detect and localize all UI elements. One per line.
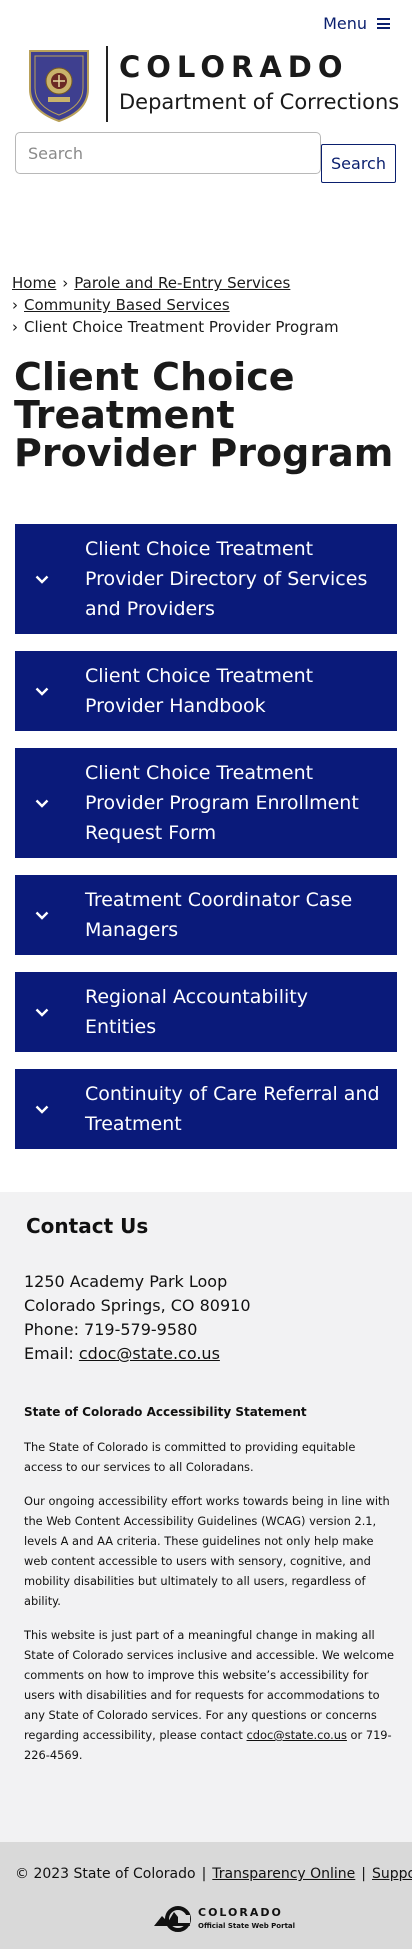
- footer: © 2023 State of Colorado | Transparency On…: [0, 1842, 412, 1949]
- address-line-2: Colorado Springs, CO 80910: [24, 1296, 251, 1315]
- breadcrumb: Home › Parole and Re-Entry Services › Commu…: [12, 272, 339, 338]
- menu-button[interactable]: Menu: [323, 14, 390, 33]
- cdoc-seal-logo[interactable]: [26, 47, 92, 123]
- search-button[interactable]: Search: [321, 144, 396, 183]
- accessibility-email-link[interactable]: cdoc@state.co.us: [246, 1728, 347, 1742]
- accordion-item[interactable]: Client Choice Treatment Provider Handboo…: [15, 651, 397, 731]
- footer-links: © 2023 State of Colorado | Transparency On…: [15, 1866, 412, 1882]
- accessibility-paragraph: The State of Colorado is committed to pr…: [24, 1440, 356, 1474]
- page-title: Client Choice Treatment Provider Program: [14, 355, 394, 475]
- search-input[interactable]: [15, 132, 321, 174]
- breadcrumb-parole[interactable]: Parole and Re-Entry Services: [74, 274, 291, 292]
- chevron-down-icon: [35, 575, 65, 584]
- chevron-down-icon: [35, 687, 65, 696]
- transparency-online-link[interactable]: Transparency Online: [212, 1866, 356, 1882]
- accordion-item-label: Treatment Coordinator Case Managers: [85, 889, 353, 941]
- accordion-item-label: Client Choice Treatment Provider Program…: [85, 762, 359, 844]
- breadcrumb-separator: ›: [12, 318, 18, 336]
- breadcrumb-current: Client Choice Treatment Provider Program: [24, 318, 339, 336]
- support-link[interactable]: Support: [372, 1866, 412, 1882]
- menu-label: Menu: [323, 14, 367, 33]
- accordion: Client Choice Treatment Provider Directo…: [15, 524, 397, 1166]
- breadcrumb-separator: ›: [62, 274, 69, 292]
- accordion-item-label: Regional Accountability Entities: [85, 986, 308, 1038]
- breadcrumb-separator: ›: [12, 296, 18, 314]
- colorado-c-logo-icon[interactable]: [152, 1904, 192, 1934]
- accordion-item-label: Client Choice Treatment Provider Handboo…: [85, 665, 314, 717]
- accordion-item[interactable]: Continuity of Care Referral and Treatmen…: [15, 1069, 397, 1149]
- accordion-item[interactable]: Treatment Coordinator Case Managers: [15, 875, 397, 955]
- department-name[interactable]: Department of Corrections: [119, 90, 400, 114]
- contact-title: Contact Us: [26, 1214, 149, 1238]
- email-label: Email:: [24, 1344, 79, 1363]
- logo-divider: [106, 46, 108, 122]
- portal-subtitle: Official State Web Portal: [198, 1922, 296, 1930]
- accessibility-text: or 719-226-4569.: [24, 1728, 392, 1762]
- breadcrumb-community[interactable]: Community Based Services: [24, 296, 230, 314]
- accessibility-text: This website is just part of a meaningfu…: [24, 1628, 395, 1742]
- chevron-down-icon: [35, 911, 65, 920]
- contact-phone: Phone: 719-579-9580: [24, 1320, 198, 1339]
- org-name[interactable]: COLORADO: [119, 50, 349, 84]
- chevron-down-icon: [35, 1105, 65, 1114]
- hamburger-icon: [377, 18, 390, 29]
- contact-section: Contact Us 1250 Academy Park Loop Colora…: [0, 1192, 412, 1842]
- accordion-item-label: Continuity of Care Referral and Treatmen…: [85, 1083, 380, 1135]
- copyright: © 2023 State of Colorado: [15, 1866, 196, 1882]
- breadcrumb-home[interactable]: Home: [12, 274, 57, 292]
- accordion-item[interactable]: Client Choice Treatment Provider Program…: [15, 748, 397, 858]
- accordion-item[interactable]: Regional Accountability Entities: [15, 972, 397, 1052]
- footer-divider: |: [361, 1866, 367, 1882]
- accordion-item[interactable]: Client Choice Treatment Provider Directo…: [15, 524, 397, 634]
- footer-divider: |: [201, 1866, 207, 1882]
- accessibility-paragraph: This website is just part of a meaningfu…: [24, 1625, 396, 1765]
- accessibility-title: State of Colorado Accessibility Statemen…: [24, 1405, 307, 1419]
- accessibility-statement: The State of Colorado is committed to pr…: [24, 1437, 396, 1779]
- chevron-down-icon: [35, 799, 65, 808]
- portal-name[interactable]: COLORADO: [198, 1906, 283, 1919]
- chevron-down-icon: [35, 1008, 65, 1017]
- accessibility-paragraph: Our ongoing accessibility effort works t…: [24, 1494, 390, 1608]
- contact-address: 1250 Academy Park Loop Colorado Springs,…: [24, 1270, 251, 1366]
- contact-email-link[interactable]: cdoc@state.co.us: [78, 1344, 220, 1363]
- accordion-item-label: Client Choice Treatment Provider Directo…: [85, 538, 368, 620]
- address-line-1: 1250 Academy Park Loop: [24, 1272, 228, 1291]
